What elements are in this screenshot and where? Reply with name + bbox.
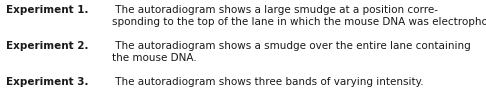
Text: Experiment 2.: Experiment 2.	[6, 41, 88, 51]
Text: The autoradiogram shows a smudge over the entire lane containing
the mouse DNA.: The autoradiogram shows a smudge over th…	[112, 41, 471, 63]
Text: The autoradiogram shows three bands of varying intensity.: The autoradiogram shows three bands of v…	[112, 77, 424, 87]
Text: Experiment 3.: Experiment 3.	[6, 77, 88, 87]
Text: The autoradiogram shows a large smudge at a position corre-
sponding to the top : The autoradiogram shows a large smudge a…	[112, 5, 486, 27]
Text: Experiment 1.: Experiment 1.	[6, 5, 88, 15]
